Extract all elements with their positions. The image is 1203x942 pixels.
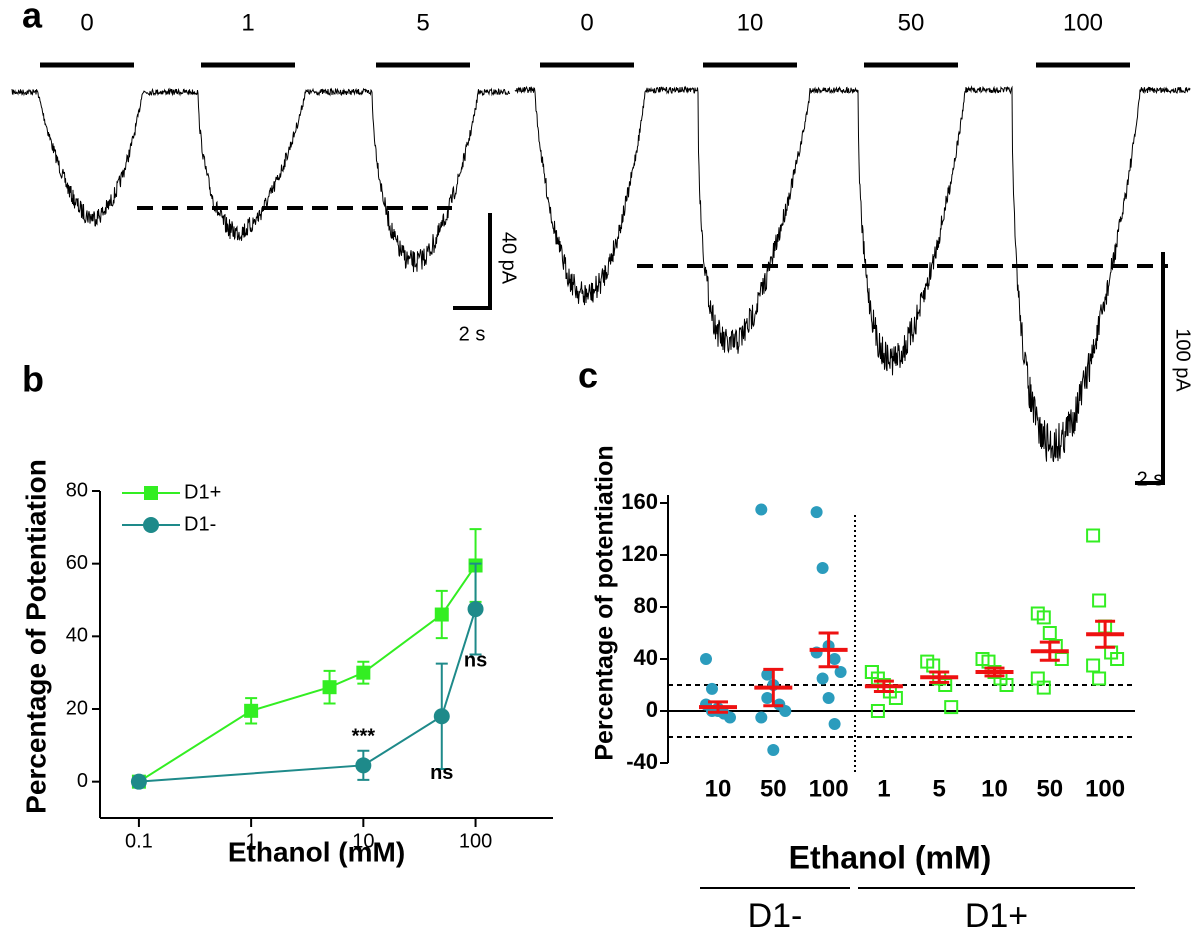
x-tick-label: 100 bbox=[459, 830, 492, 852]
y-axis-label: Percentage of potentiation bbox=[591, 445, 619, 760]
y-axis-label: Percentage of Potentiation bbox=[20, 459, 51, 814]
x-tick-label: 50 bbox=[1036, 775, 1063, 802]
annotation: *** bbox=[352, 726, 376, 748]
stimulus-label: 100 bbox=[1063, 9, 1103, 36]
data-point bbox=[761, 668, 774, 681]
group-label: D1+ bbox=[965, 897, 1028, 935]
data-point bbox=[1110, 652, 1125, 666]
stimulus-label: 1 bbox=[241, 9, 254, 36]
scale-bar bbox=[1135, 252, 1165, 485]
data-point bbox=[816, 672, 829, 685]
x-axis-label: Ethanol (mM) bbox=[228, 836, 405, 867]
data-point bbox=[944, 700, 959, 715]
x-tick-label: 50 bbox=[760, 775, 787, 802]
legend-label: D1+ bbox=[184, 481, 221, 503]
data-point bbox=[1092, 671, 1107, 686]
y-tick-label: 120 bbox=[621, 541, 658, 566]
data-point bbox=[1086, 528, 1101, 543]
x-tick-label: 10 bbox=[705, 775, 732, 802]
scale-label: 40 pA bbox=[498, 232, 520, 285]
data-point bbox=[1042, 626, 1057, 640]
panel-letter: a bbox=[22, 0, 43, 36]
x-tick-label: 1 bbox=[877, 775, 890, 802]
x-tick-label: 0.1 bbox=[125, 830, 153, 852]
x-tick-label: 10 bbox=[981, 775, 1008, 802]
stimulus-label: 5 bbox=[416, 9, 429, 36]
stimulus-label: 50 bbox=[898, 9, 925, 36]
data-point bbox=[828, 653, 841, 665]
y-tick-label: 160 bbox=[621, 489, 658, 514]
current-trace bbox=[11, 87, 511, 273]
data-marker bbox=[355, 757, 372, 774]
y-tick-label: -40 bbox=[626, 749, 658, 774]
data-point bbox=[755, 503, 768, 516]
y-tick-label: 40 bbox=[66, 625, 88, 647]
data-point bbox=[1086, 658, 1101, 673]
data-point bbox=[810, 506, 823, 519]
annotation: ns bbox=[430, 762, 453, 784]
x-tick-label: 5 bbox=[933, 775, 946, 802]
data-marker bbox=[144, 486, 158, 500]
data-point bbox=[706, 682, 718, 695]
data-marker bbox=[244, 703, 259, 718]
data-point bbox=[724, 711, 736, 724]
data-point bbox=[1092, 593, 1107, 608]
y-tick-label: 40 bbox=[634, 645, 658, 670]
panel-letter: c bbox=[578, 355, 598, 396]
data-marker bbox=[322, 680, 337, 695]
data-marker bbox=[467, 601, 484, 618]
data-point bbox=[779, 705, 792, 717]
legend-label: D1- bbox=[184, 513, 216, 535]
scale-bar bbox=[453, 213, 492, 310]
y-tick-label: 80 bbox=[66, 479, 88, 501]
x-axis-label: Ethanol (mM) bbox=[789, 839, 992, 875]
data-marker bbox=[143, 517, 159, 533]
data-point bbox=[828, 718, 841, 730]
y-tick-label: 20 bbox=[66, 697, 88, 719]
y-tick-label: 0 bbox=[646, 697, 658, 722]
scale-label: 2 s bbox=[1137, 468, 1164, 490]
annotation: ns bbox=[464, 649, 487, 671]
x-tick-label: 100 bbox=[1085, 775, 1125, 802]
panel-letter: b bbox=[22, 359, 44, 400]
y-tick-label: 80 bbox=[634, 593, 658, 618]
x-tick-label: 100 bbox=[809, 775, 849, 802]
series-line bbox=[138, 564, 477, 783]
data-point bbox=[761, 692, 774, 704]
data-marker bbox=[433, 708, 450, 725]
y-tick-label: 60 bbox=[66, 552, 88, 574]
data-point bbox=[822, 692, 835, 704]
data-point bbox=[864, 665, 879, 679]
scale-label: 100 pA bbox=[1172, 328, 1194, 392]
stimulus-label: 0 bbox=[580, 9, 593, 36]
x-tick-label: 10 bbox=[352, 830, 374, 852]
data-marker bbox=[434, 607, 449, 622]
series-line bbox=[138, 608, 477, 783]
data-point bbox=[1036, 610, 1051, 625]
stimulus-label: 0 bbox=[80, 9, 93, 36]
group-label: D1- bbox=[748, 897, 803, 935]
data-point bbox=[999, 678, 1014, 692]
data-marker bbox=[356, 665, 371, 680]
data-point bbox=[700, 653, 712, 665]
data-point bbox=[870, 704, 885, 718]
y-tick-label: 0 bbox=[77, 770, 88, 792]
data-point bbox=[755, 711, 768, 724]
current-trace bbox=[514, 85, 1191, 463]
data-point bbox=[1036, 680, 1051, 695]
data-point bbox=[816, 562, 829, 574]
data-point bbox=[888, 691, 903, 705]
data-marker bbox=[130, 773, 147, 790]
data-point bbox=[767, 744, 780, 756]
scale-label: 2 s bbox=[459, 323, 486, 345]
data-point bbox=[834, 666, 847, 678]
stimulus-label: 10 bbox=[737, 9, 764, 36]
x-tick-label: 1 bbox=[246, 830, 257, 852]
